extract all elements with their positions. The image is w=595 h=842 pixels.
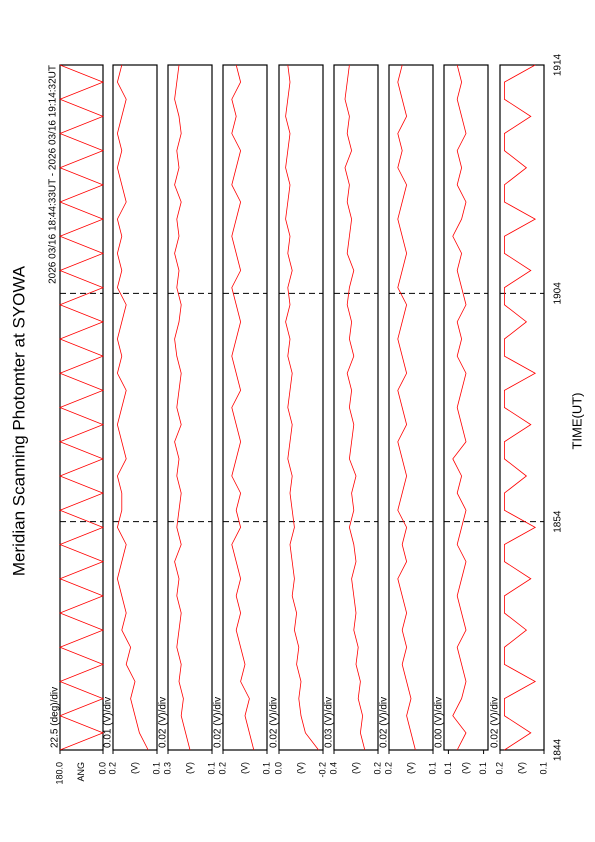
panel-scale-label: 0.02 (V)/div <box>158 697 169 748</box>
panel-unit-label: (V) <box>405 762 415 774</box>
panel-frame <box>167 64 213 751</box>
y-tick-label: 0.1 <box>478 762 488 775</box>
panel-scale-label: 0.01 (V)/div <box>103 697 114 748</box>
signal-line <box>58 64 105 751</box>
signal-line <box>344 64 366 751</box>
signal-line <box>174 64 191 751</box>
y-tick-label: 0.2 <box>372 762 382 775</box>
y-tick-label: 0.2 <box>494 762 504 775</box>
panel-frame <box>222 64 268 751</box>
panel-unit-label: (V) <box>239 762 249 774</box>
signal-line <box>231 64 255 751</box>
x-tick-label: 1904 <box>553 282 564 305</box>
y-tick-label: 0.2 <box>383 762 393 775</box>
panel-scale-label: 0.02 (V)/div <box>269 697 280 748</box>
y-tick-label: 0.0 <box>273 762 283 775</box>
y-tick-label: 0.2 <box>217 762 227 775</box>
x-axis-label: TIME(UT) <box>569 392 584 449</box>
y-tick-label: 180.0 <box>54 762 64 785</box>
panel-unit-label: (V) <box>184 762 194 774</box>
panel-unit-label: (V) <box>129 762 139 774</box>
y-tick-label: 0.4 <box>328 762 338 775</box>
panel-unit-label: ANG <box>76 762 86 782</box>
panel-scale-label: 0.02 (V)/div <box>213 697 224 748</box>
y-tick-label: 0.1 <box>206 762 216 775</box>
y-tick-label: 0.1 <box>443 762 453 775</box>
y-tick-label: -0.2 <box>317 762 327 778</box>
panel-scale-label: 0.03 (V)/div <box>324 697 335 748</box>
x-tick-label: 1854 <box>553 510 564 533</box>
panel-frame <box>112 64 158 751</box>
x-tick-label: 1914 <box>553 53 564 76</box>
panel-frame <box>333 64 379 751</box>
y-tick-label: 0.1 <box>261 762 271 775</box>
signal-line <box>504 64 537 751</box>
panel-unit-label: (V) <box>516 762 526 774</box>
panel-scale-label: 22.5 (deg)/div <box>50 687 61 748</box>
panel-unit-label: (V) <box>295 762 305 774</box>
panel-frame <box>443 64 489 751</box>
panel-frame <box>59 64 104 751</box>
panel-unit-label: (V) <box>460 762 470 774</box>
y-tick-label: 0.3 <box>162 762 172 775</box>
y-tick-label: 0.0 <box>97 762 107 775</box>
chart-title: Meridian Scanning Photomter at SYOWA <box>9 265 28 576</box>
panel-frame <box>499 64 545 751</box>
rotated-plot: Meridian Scanning Photomter at SYOWA 202… <box>9 53 584 784</box>
y-tick-label: 0.1 <box>151 762 161 775</box>
subtitle: 2026 03/16 18:44:33UT - 2026 03/16 19:14… <box>48 65 59 284</box>
signal-line <box>116 64 149 751</box>
x-tick-label: 1844 <box>553 738 564 761</box>
panel-scale-label: 0.02 (V)/div <box>379 697 390 748</box>
y-tick-label: 0.1 <box>427 762 437 775</box>
panel-scale-label: 0.00 (V)/div <box>434 697 445 748</box>
y-tick-label: 0.1 <box>538 762 548 775</box>
panel-scale-label: 0.02 (V)/div <box>490 697 501 748</box>
signal-line <box>397 64 416 751</box>
signal-line <box>285 64 319 751</box>
signal-line <box>452 64 467 751</box>
panel-frame <box>388 64 434 751</box>
y-tick-label: 0.2 <box>107 762 117 775</box>
panel-unit-label: (V) <box>350 762 360 774</box>
